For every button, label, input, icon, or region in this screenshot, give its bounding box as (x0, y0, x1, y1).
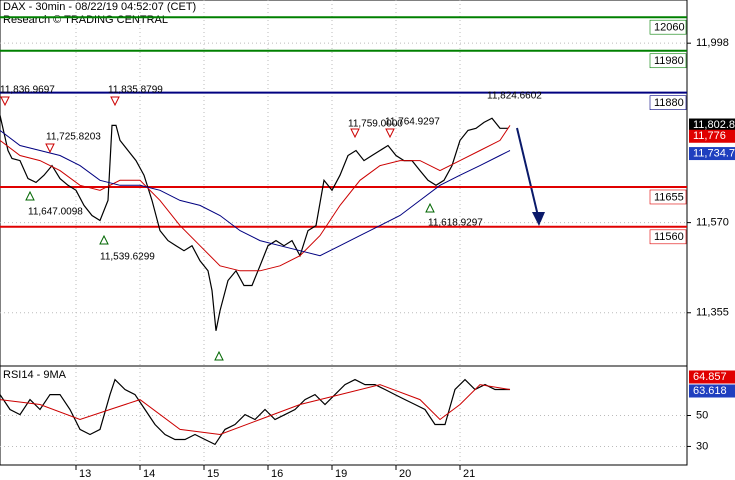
x-tick-label: 21 (463, 468, 475, 480)
value-badge-label: 11,802.8 (693, 119, 735, 131)
swing-marker (214, 350, 224, 361)
swing-marker (385, 128, 395, 139)
value-badge-label: 11,776 (693, 130, 726, 142)
annotation: 11,764.9297 (385, 117, 440, 128)
x-tick-label: 14 (143, 468, 155, 480)
level-box (649, 19, 687, 35)
y-tick-label: 50 (696, 409, 708, 421)
level-box (649, 95, 687, 110)
swing-marker (425, 202, 435, 213)
x-tick-label: 15 (207, 468, 219, 480)
value-badge-label: 63.618 (693, 385, 727, 397)
series-line (0, 384, 511, 436)
y-tick-label: 11,570 (696, 217, 729, 229)
series-line (0, 378, 510, 446)
annotation: 11,725.8203 (46, 132, 101, 143)
series-line (0, 130, 511, 257)
annotation: 11,824.6602 (487, 91, 542, 102)
chart-subtitle: Research © TRADING CENTRAL (3, 14, 168, 26)
annotation: 11,539.6299 (100, 252, 155, 263)
level-box (649, 53, 687, 69)
chart-title: DAX - 30min - 08/22/19 04:52:07 (CET) (3, 1, 196, 13)
value-badge (689, 147, 735, 161)
x-tick-label: 20 (399, 468, 411, 480)
level-label: 12060 (654, 22, 685, 34)
annotation: 11,647.0098 (28, 207, 83, 218)
swing-marker (110, 96, 120, 107)
annotation: 11,759.0000 (348, 119, 403, 130)
value-badge-label: 11,734.7 (693, 147, 735, 159)
annotation: 11,835.8799 (108, 85, 163, 96)
x-tick-label: 13 (79, 468, 91, 480)
swing-marker (45, 143, 55, 154)
x-tick-label: 19 (335, 468, 347, 480)
annotation: 11,618.9297 (428, 218, 483, 229)
forecast-arrow-head (532, 212, 545, 226)
swing-marker (350, 128, 360, 139)
x-tick-label: 16 (271, 468, 283, 480)
annotation: 11,836.9697 (0, 85, 55, 96)
swing-marker (99, 234, 109, 245)
series-line (0, 115, 508, 331)
level-box (649, 189, 687, 205)
level-label: 11655 (654, 191, 684, 203)
y-tick-label: 30 (696, 440, 708, 452)
rsi-title: RSI14 - 9MA (3, 369, 67, 381)
series-line (0, 125, 511, 272)
value-badge (689, 129, 735, 143)
swing-marker (25, 190, 35, 201)
swing-marker (0, 96, 10, 107)
y-tick-label: 11,355 (696, 307, 729, 319)
value-badge-label: 64.857 (693, 371, 727, 383)
plot-frame (0, 0, 688, 466)
level-label: 11880 (654, 97, 684, 109)
value-badge (689, 118, 735, 132)
value-badge (689, 384, 735, 398)
level-label: 11980 (654, 55, 684, 67)
level-label: 11560 (654, 231, 684, 243)
y-tick-label: 11,998 (696, 37, 729, 49)
forecast-arrow (516, 127, 539, 217)
level-box (649, 229, 687, 245)
value-badge (689, 370, 735, 384)
